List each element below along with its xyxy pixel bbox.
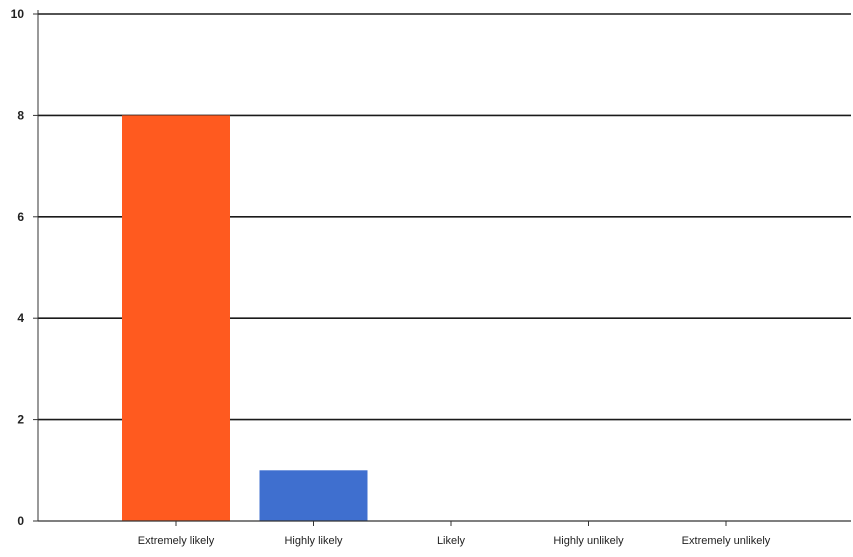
x-tick-label-highly-unlikely: Highly unlikely (553, 535, 624, 547)
y-tick-label-2: 2 (17, 413, 24, 427)
y-tick-label-4: 4 (17, 311, 24, 325)
axes (33, 10, 851, 526)
x-tick-labels: Extremely likely Highly likely Likely Highl… (138, 535, 771, 547)
y-tick-label-8: 8 (17, 108, 24, 122)
x-tick-label-extremely-likely: Extremely likely (138, 535, 215, 547)
y-tick-label-0: 0 (17, 514, 24, 528)
bar-highly-likely (259, 470, 368, 521)
x-tick-label-likely: Likely (437, 535, 466, 547)
y-tick-label-6: 6 (17, 210, 24, 224)
y-tick-label-10: 10 (11, 7, 25, 21)
bar-extremely-likely (122, 115, 230, 522)
x-tick-label-extremely-unlikely: Extremely unlikely (682, 535, 771, 547)
x-tick-label-highly-likely: Highly likely (284, 535, 343, 547)
y-tick-labels: 0 2 4 6 8 10 (11, 7, 25, 528)
bars (122, 115, 368, 522)
